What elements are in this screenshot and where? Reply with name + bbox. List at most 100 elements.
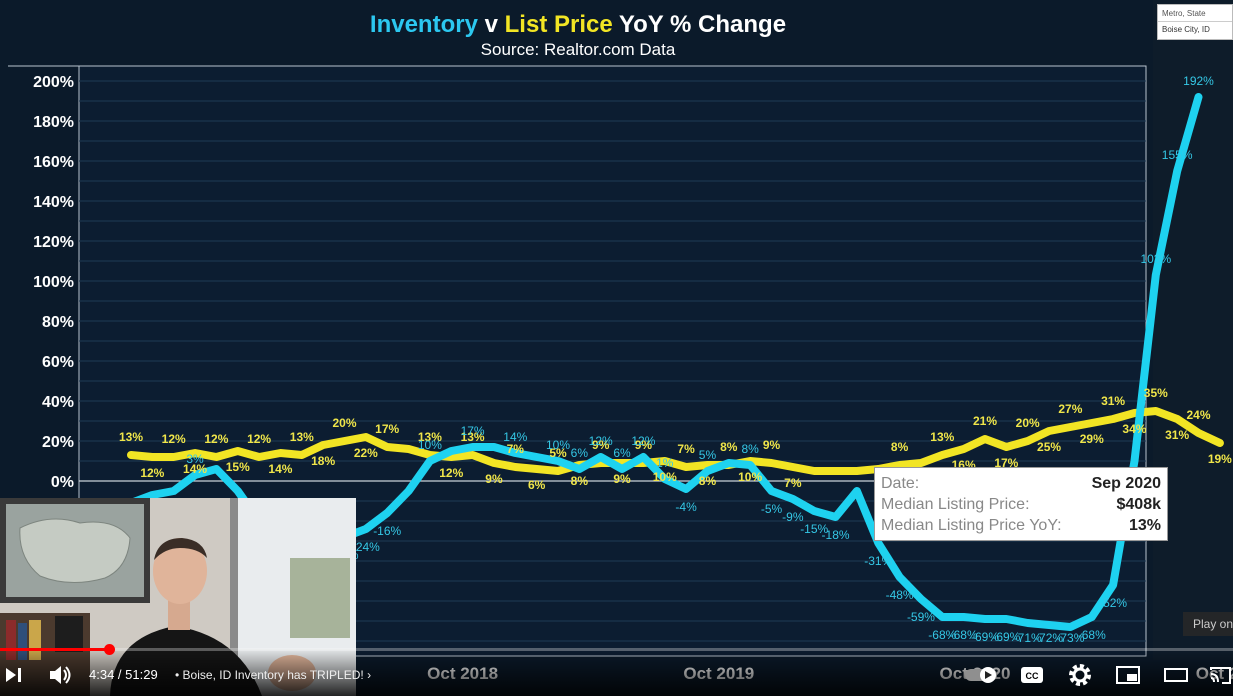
inventory-point (364, 527, 368, 531)
progress-scrubber[interactable] (104, 644, 116, 655)
inventory-point (940, 615, 944, 619)
list-price-point (1132, 411, 1136, 415)
inventory-point (236, 489, 240, 493)
list-price-data-label: 12% (140, 466, 164, 480)
y-tick-label: 100% (33, 274, 74, 291)
title-list-price: List Price (505, 11, 613, 38)
captions-icon[interactable]: CC (1018, 660, 1046, 690)
list-price-data-label: 31% (1165, 428, 1189, 442)
list-price-point (214, 455, 218, 459)
y-axis-ticks: 200% 180% 160% 140% 120% 100% 80% 60% 40% 20% 0% (33, 74, 74, 491)
list-price-point (172, 455, 176, 459)
tooltip-price-value: $408k (1116, 496, 1162, 513)
y-tick-label: 40% (42, 394, 74, 411)
inventory-data-label: -68% (1078, 628, 1106, 642)
inventory-data-label: -48% (886, 588, 914, 602)
inventory-point (1111, 583, 1115, 587)
inventory-data-label: 3% (186, 452, 204, 466)
list-price-data-label: 34% (1122, 422, 1146, 436)
inventory-data-label: -59% (907, 610, 935, 624)
list-price-data-label: 5% (549, 446, 567, 460)
list-price-data-label: 7% (677, 442, 695, 456)
volume-icon[interactable] (47, 660, 73, 690)
inventory-point (193, 473, 197, 477)
inventory-point (428, 459, 432, 463)
miniplayer-icon[interactable] (1114, 660, 1142, 690)
svg-text:CC: CC (1026, 671, 1039, 681)
autoplay-toggle-icon[interactable] (962, 660, 1000, 690)
settings-gear-icon[interactable] (1066, 660, 1094, 690)
list-price-data-label: 20% (332, 416, 356, 430)
metro-filter[interactable]: Metro, State Boise City, ID (1157, 4, 1233, 40)
y-tick-label: 60% (42, 354, 74, 371)
inventory-data-label: -68% (928, 628, 956, 642)
cast-icon[interactable] (1208, 660, 1233, 690)
list-price-data-label: 12% (439, 466, 463, 480)
y-tick-label: 200% (33, 74, 74, 91)
list-price-point (663, 459, 667, 463)
list-price-point (855, 469, 859, 473)
list-price-data-label: 29% (1080, 432, 1104, 446)
inventory-data-label: 12% (589, 434, 613, 448)
metro-value[interactable]: Boise City, ID (1158, 21, 1232, 37)
list-price-point (898, 463, 902, 467)
next-icon[interactable] (4, 660, 24, 690)
inventory-data-label: -73% (1056, 631, 1084, 645)
list-price-point (983, 437, 987, 441)
inventory-point (1047, 623, 1051, 627)
theater-mode-icon[interactable] (1162, 660, 1190, 690)
list-price-data-label: 14% (183, 462, 207, 476)
list-price-point (620, 461, 624, 465)
inventory-point (1175, 169, 1179, 173)
inventory-point (385, 511, 389, 515)
list-price-data-label: 22% (354, 446, 378, 460)
inventory-point (1004, 617, 1008, 621)
inventory-point (834, 515, 838, 519)
list-price-point (1111, 417, 1115, 421)
inventory-data-label: -16% (373, 524, 401, 538)
y-tick-label: 140% (33, 194, 74, 211)
list-price-point (1004, 445, 1008, 449)
list-price-point (834, 469, 838, 473)
inventory-point (791, 497, 795, 501)
list-price-data-label: 13% (290, 430, 314, 444)
list-price-data-label: 8% (571, 474, 589, 488)
inventory-point (599, 455, 603, 459)
y-tick-label: 160% (33, 154, 74, 171)
progress-bar[interactable] (0, 644, 1233, 655)
inventory-point (150, 493, 154, 497)
list-price-point (513, 465, 517, 469)
inventory-data-label: -71% (1014, 631, 1042, 645)
list-price-point (407, 447, 411, 451)
list-price-data-label: 13% (930, 430, 954, 444)
inventory-data-label: -69% (992, 630, 1020, 644)
inventory-data-label: 192% (1183, 74, 1214, 88)
list-price-point (129, 453, 133, 457)
inventory-point (1154, 273, 1158, 277)
play-on-tv-popup[interactable]: Play on (1183, 612, 1233, 636)
inventory-data-label: 5% (699, 448, 717, 462)
inventory-data-label: -9% (782, 510, 804, 524)
list-price-data-label: 8% (699, 474, 717, 488)
list-price-data-label: 24% (1186, 408, 1210, 422)
progress-played (0, 648, 110, 651)
list-price-data-label: 17% (994, 456, 1018, 470)
list-price-data-label: 12% (247, 432, 271, 446)
list-price-data-label: 10% (738, 470, 762, 484)
list-price-data-label: 15% (226, 460, 250, 474)
inventory-data-label: -24% (352, 540, 380, 554)
list-price-data-label: 25% (1037, 440, 1061, 454)
inventory-data-label: 10% (418, 438, 442, 452)
inventory-point (1068, 625, 1072, 629)
video-title[interactable]: • Boise, ID Inventory has TRIPLED! › (175, 668, 372, 682)
list-price-point (1154, 409, 1158, 413)
inventory-point (770, 489, 773, 493)
inventory-point (556, 459, 560, 463)
list-price-point (1047, 429, 1051, 433)
list-price-data-label: 20% (1016, 416, 1040, 430)
list-price-data-label: 9% (592, 438, 610, 452)
list-price-data-label: 12% (162, 432, 186, 446)
list-price-point (919, 461, 923, 465)
